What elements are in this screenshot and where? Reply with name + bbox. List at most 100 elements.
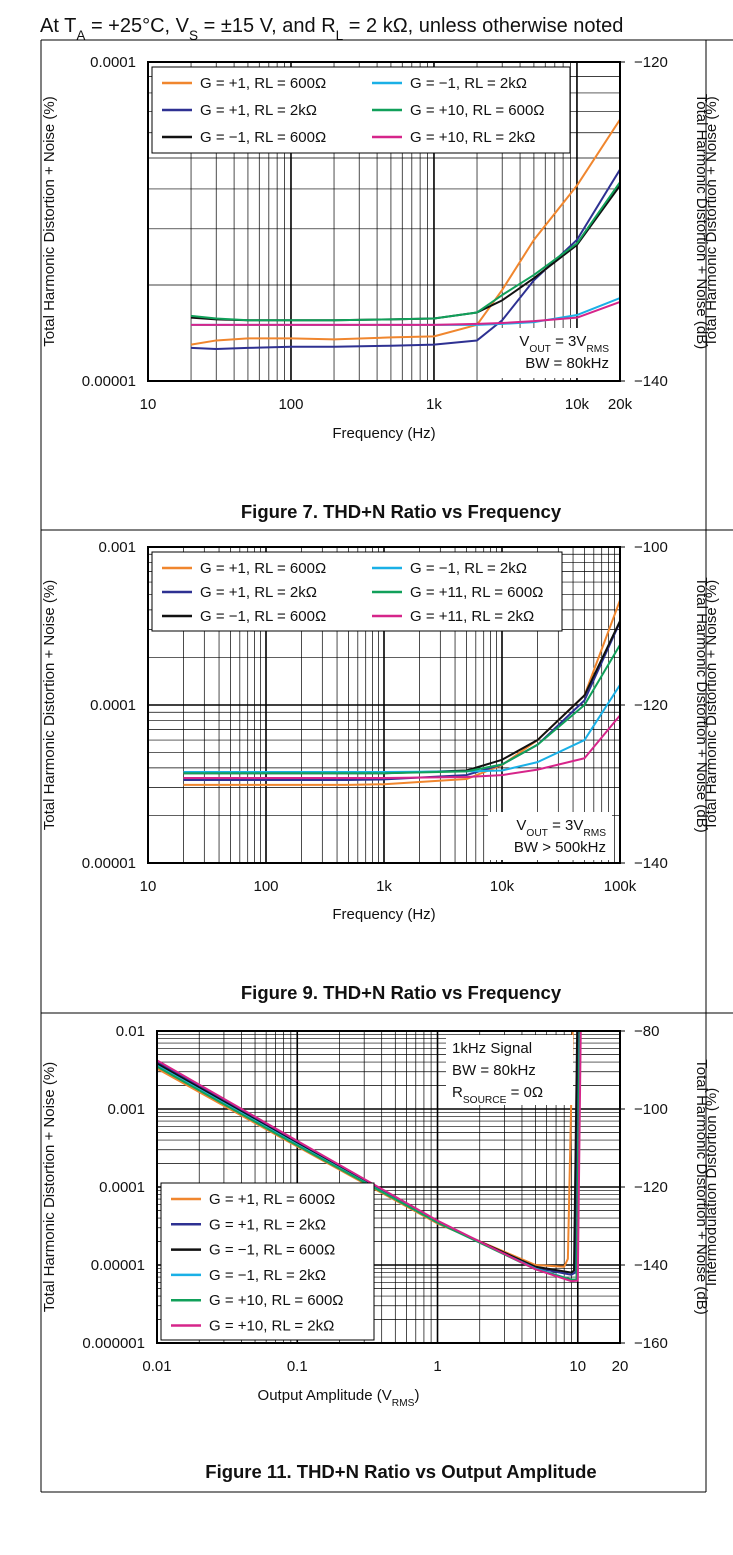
legend: G = +1, RL = 600Ω G = +1, RL = 2kΩ G = −1,… xyxy=(160,1182,375,1341)
legend-label: G = −1, RL = 600Ω xyxy=(200,129,326,146)
subscript: OUT xyxy=(526,828,548,839)
subscript: RMS xyxy=(583,828,606,839)
annotation: VOUT = 3VRMS xyxy=(516,817,606,839)
legend-label: G = +11, RL = 2kΩ xyxy=(410,608,534,625)
y-tick-label: 0.001 xyxy=(98,539,136,556)
y-axis-label: Total Harmonic Distortion + Noise (%) xyxy=(41,96,58,347)
y2-tick-label: −80 xyxy=(634,1023,659,1040)
side-label: Intermodulation Distortion (%) xyxy=(703,1088,720,1286)
y-tick-label: 0.00001 xyxy=(82,855,136,872)
y2-tick-label: −160 xyxy=(634,1335,668,1352)
text-part: = 2 kΩ, unless otherwise noted xyxy=(343,15,623,37)
y-tick-label: 0.001 xyxy=(107,1101,145,1118)
plot-frame xyxy=(156,1030,621,1344)
x-tick-label: 20k xyxy=(608,396,633,413)
x-tick-label: 100k xyxy=(604,878,637,895)
chart: 10 100 1k 10k 100k 0.00001 0.0001 0.001 −140 −120… xyxy=(41,539,720,1003)
subscript: A xyxy=(76,28,86,43)
y-tick-label: 0.00001 xyxy=(82,373,136,390)
y-axis-label: Total Harmonic Distortion + Noise (%) xyxy=(41,1062,58,1313)
subscript: S xyxy=(189,28,198,43)
y2-tick-label: −100 xyxy=(634,539,668,556)
y2-tick-label: −140 xyxy=(634,373,668,390)
series-line xyxy=(157,1031,582,1283)
annotation: BW = 80kHz xyxy=(525,355,609,372)
legend-box xyxy=(160,1182,375,1341)
y2-tick-label: −140 xyxy=(634,1257,668,1274)
x-tick-label: 1k xyxy=(376,878,392,895)
text-part: Output Amplitude (V xyxy=(258,1387,392,1404)
annotation: BW > 500kHz xyxy=(514,839,606,856)
legend: G = +1, RL = 600Ω G = +1, RL = 2kΩ G = −1,… xyxy=(151,551,563,632)
series-group xyxy=(190,119,620,350)
y-axis-label: Total Harmonic Distortion + Noise (%) xyxy=(41,580,58,831)
x-axis-label: Output Amplitude (VRMS) xyxy=(258,1387,420,1409)
chart: 0.01 0.1 1 10 20 0.000001 0.00001 0.0001 0.001 0.… xyxy=(41,1023,720,1482)
legend-label: G = −1, RL = 600Ω xyxy=(200,608,326,625)
legend-label: G = −1, RL = 2kΩ xyxy=(209,1267,326,1284)
y2-axis-label: Total Harmonic Distortion + Noise (dB) xyxy=(693,94,710,350)
x-tick-label: 100 xyxy=(278,396,303,413)
y2-tick-label: −120 xyxy=(634,697,668,714)
x-tick-label: 100 xyxy=(253,878,278,895)
subscript: SOURCE xyxy=(463,1095,507,1106)
annotation-box xyxy=(495,328,615,378)
panel-borders xyxy=(40,39,733,1493)
x-tick-label: 10k xyxy=(565,396,590,413)
subscript: L xyxy=(336,28,344,43)
chart-title: Figure 11. THD+N Ratio vs Output Amplitu… xyxy=(205,1461,596,1482)
side-label: Total Harmonic Distortion + Noise (%) xyxy=(703,96,720,347)
text-part: = 3V xyxy=(551,333,586,350)
text-part: = 3V xyxy=(548,817,583,834)
y-tick-label: 0.01 xyxy=(116,1023,145,1040)
series-line xyxy=(183,644,620,775)
y-tick-label: 0.0001 xyxy=(99,1179,145,1196)
subscript: RMS xyxy=(586,344,609,355)
annotation: BW = 80kHz xyxy=(452,1062,536,1079)
legend-label: G = +1, RL = 2kΩ xyxy=(200,102,317,119)
text-part: R xyxy=(452,1084,463,1101)
text-part: V xyxy=(519,333,529,350)
x-tick-label: 10 xyxy=(569,1358,586,1375)
plot-frame xyxy=(147,61,621,382)
legend-label: G = +11, RL = 600Ω xyxy=(410,584,543,601)
subscript: RMS xyxy=(392,1398,415,1409)
x-axis-label: Frequency (Hz) xyxy=(332,425,435,442)
legend-label: G = +10, RL = 2kΩ xyxy=(410,129,535,146)
x-tick-label: 10 xyxy=(140,396,157,413)
chart: 10 100 1k 10k 20k 0.00001 0.0001 −140 −120 G = +1… xyxy=(41,54,720,522)
text-part: BW = 80kHz xyxy=(452,1062,536,1079)
legend-label: G = +10, RL = 600Ω xyxy=(209,1292,344,1309)
legend-label: G = +1, RL = 600Ω xyxy=(200,560,326,577)
y2-axis-label: Total Harmonic Distortion + Noise (dB) xyxy=(693,1059,710,1315)
y-tick-label: 0.00001 xyxy=(91,1257,145,1274)
series-group xyxy=(157,1031,582,1283)
legend-label: G = −1, RL = 600Ω xyxy=(209,1242,335,1259)
series-line xyxy=(191,300,620,326)
legend-label: G = +1, RL = 600Ω xyxy=(200,75,326,92)
text-part: BW = 80kHz xyxy=(525,355,609,372)
text-part: = ±15 V, and R xyxy=(198,15,336,37)
legend-label: G = +1, RL = 2kΩ xyxy=(209,1216,326,1233)
text-part: = 0Ω xyxy=(506,1084,543,1101)
x-axis-label: Frequency (Hz) xyxy=(332,906,435,923)
series-line xyxy=(190,181,620,322)
annotation-box xyxy=(488,812,612,860)
x-tick-label: 0.1 xyxy=(287,1358,308,1375)
text-part: ) xyxy=(414,1387,419,1404)
series-line xyxy=(190,119,620,346)
x-tick-label: 10k xyxy=(490,878,515,895)
legend-box xyxy=(151,551,563,632)
legend-box xyxy=(151,66,571,154)
y2-tick-label: −140 xyxy=(634,855,668,872)
y2-tick-label: −120 xyxy=(634,1179,668,1196)
legend-label: G = +10, RL = 600Ω xyxy=(410,102,545,119)
y2-axis-label: Total Harmonic Distortion + Noise (dB) xyxy=(693,577,710,833)
text-part: V xyxy=(516,817,526,834)
x-tick-label: 20 xyxy=(612,1358,629,1375)
text-part: = +25°C, V xyxy=(85,15,189,37)
legend-label: G = −1, RL = 2kΩ xyxy=(410,75,527,92)
y-tick-label: 0.0001 xyxy=(90,697,136,714)
